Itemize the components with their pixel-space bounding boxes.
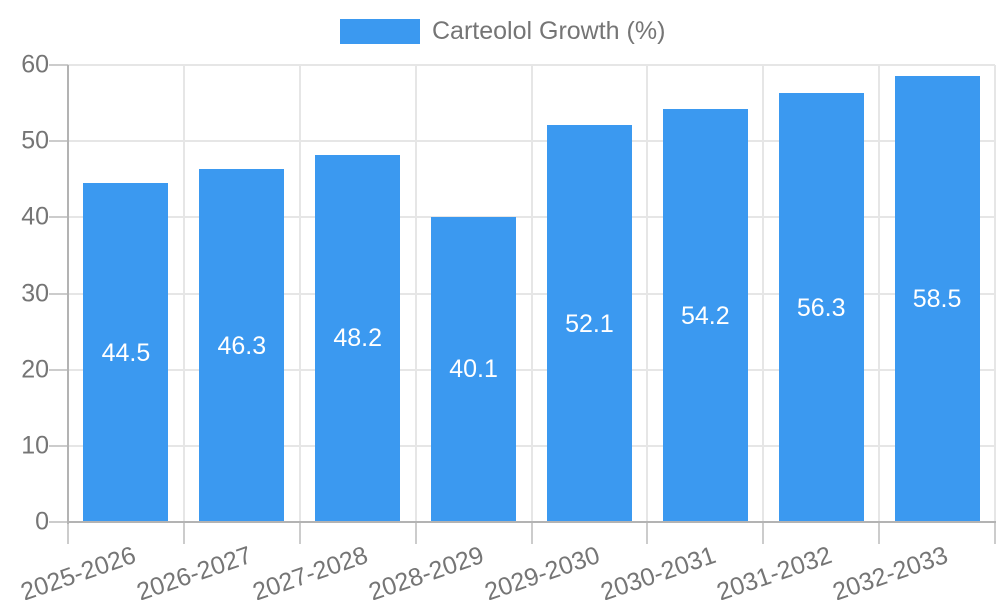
x-gridline [414, 65, 417, 522]
bar[interactable]: 40.1 [431, 216, 517, 522]
y-tick-mark [49, 216, 68, 219]
x-category-label: 2028-2029 [365, 541, 488, 600]
y-tick-mark [49, 292, 68, 295]
y-tick-mark [49, 140, 68, 143]
bar-value-label: 58.5 [912, 285, 962, 314]
x-gridline [994, 65, 996, 522]
x-category-label: 2032-2033 [828, 541, 951, 600]
x-category-label: 2026-2027 [133, 541, 256, 600]
x-tick-mark [878, 523, 881, 544]
bar[interactable]: 48.2 [315, 154, 401, 522]
x-category-label: 2027-2028 [249, 541, 372, 600]
legend-swatch [340, 19, 420, 44]
bar[interactable]: 56.3 [778, 93, 864, 522]
y-tick-label: 50 [21, 126, 49, 155]
x-tick-mark [994, 523, 996, 544]
x-category-label: 2025-2026 [17, 541, 140, 600]
y-tick-label: 10 [21, 431, 49, 460]
bar-value-label: 46.3 [217, 331, 267, 360]
bar-value-label: 56.3 [796, 293, 846, 322]
bar[interactable]: 54.2 [662, 109, 748, 522]
x-category-label: 2029-2030 [481, 541, 604, 600]
x-tick-mark [646, 523, 649, 544]
x-gridline [182, 65, 185, 522]
x-tick-mark [762, 523, 765, 544]
bar-value-label: 40.1 [449, 355, 498, 384]
y-tick-label: 30 [21, 279, 49, 307]
bar-value-label: 52.1 [565, 309, 614, 338]
y-tick-label: 0 [35, 507, 49, 536]
y-tick-label: 60 [21, 50, 49, 79]
bar[interactable]: 46.3 [199, 169, 285, 522]
y-tick-mark [49, 368, 68, 371]
bar-value-label: 44.5 [101, 338, 151, 367]
x-tick-mark [182, 523, 185, 544]
x-tick-mark [67, 523, 69, 544]
x-gridline [298, 65, 301, 522]
x-tick-mark [298, 523, 301, 544]
bar-value-label: 54.2 [680, 301, 730, 330]
bar[interactable]: 44.5 [83, 183, 169, 522]
bar[interactable]: 52.1 [546, 125, 632, 522]
legend-label: Carteolol Growth (%) [432, 17, 666, 45]
y-tick-mark [49, 444, 68, 447]
x-gridline [762, 65, 765, 522]
x-category-label: 2030-2031 [596, 541, 720, 600]
x-gridline [530, 65, 533, 522]
x-tick-mark [414, 523, 417, 544]
y-tick-label: 20 [21, 355, 49, 384]
legend[interactable]: Carteolol Growth (%) [340, 18, 665, 45]
x-axis-line [67, 521, 996, 523]
x-category-label: 2031-2032 [712, 541, 835, 600]
y-tick-mark [49, 64, 68, 66]
x-gridline [878, 65, 881, 522]
x-gridline [646, 65, 649, 522]
y-axis-line [67, 65, 69, 524]
bar[interactable]: 58.5 [894, 76, 980, 522]
bar-value-label: 48.2 [333, 324, 383, 353]
y-tick-label: 40 [21, 202, 49, 231]
x-tick-mark [530, 523, 533, 544]
y-tick-mark [49, 521, 68, 523]
